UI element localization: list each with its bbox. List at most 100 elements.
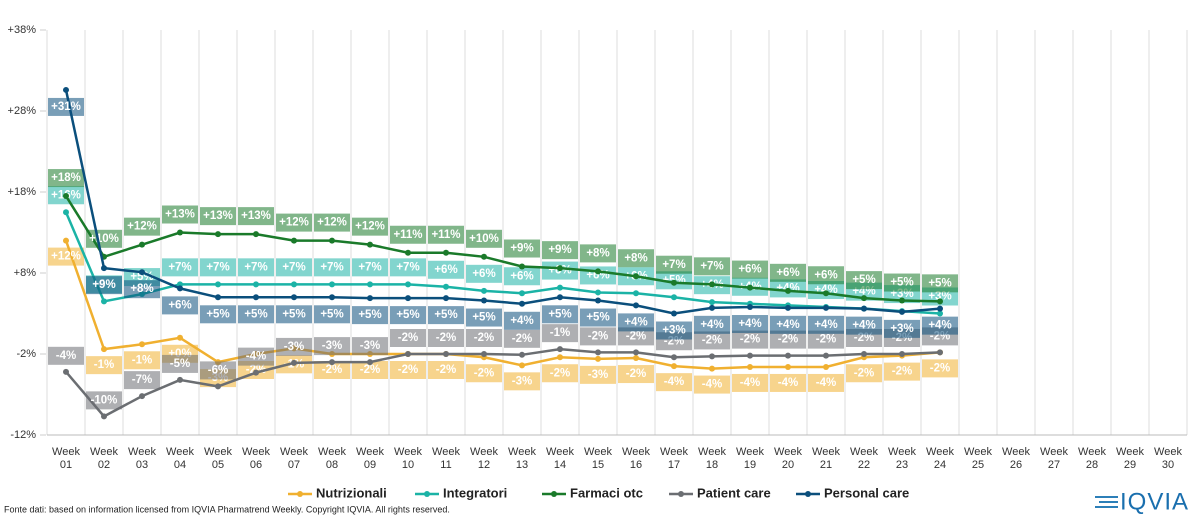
x-tick-label: Week 14 <box>546 446 574 471</box>
point <box>405 295 411 302</box>
data-label: -4% <box>778 377 798 389</box>
label-box <box>466 329 502 347</box>
data-label: +4% <box>700 319 723 331</box>
label-box <box>656 321 692 340</box>
x-tick-label: Week 22 <box>850 446 878 471</box>
data-label: +3% <box>890 323 913 335</box>
data-label: -1% <box>550 327 570 339</box>
label-box <box>846 316 882 335</box>
data-label: +7% <box>358 261 381 273</box>
label-box <box>238 207 274 226</box>
point <box>291 294 297 301</box>
data-label: +13% <box>165 209 195 221</box>
point <box>63 209 69 216</box>
label-box <box>580 327 616 346</box>
data-label: +7% <box>282 261 305 273</box>
data-label: +5% <box>548 308 571 320</box>
data-label: +7% <box>168 261 191 273</box>
point <box>63 368 69 375</box>
point <box>709 304 715 311</box>
point <box>215 281 221 288</box>
data-label: +7% <box>396 261 419 273</box>
x-tick-label: Week 18 <box>698 446 726 471</box>
data-label: +9% <box>548 244 571 256</box>
point <box>215 383 221 390</box>
point <box>329 359 335 366</box>
data-label: -2% <box>854 367 874 379</box>
point <box>367 359 373 366</box>
data-label: -2% <box>436 332 456 344</box>
label-box <box>846 271 882 290</box>
label-box <box>884 319 920 338</box>
x-tick-label: Week 01 <box>52 446 80 471</box>
point <box>139 269 145 276</box>
x-tick-label: Week 09 <box>356 446 384 471</box>
data-label: -2% <box>398 332 418 344</box>
point <box>823 352 829 359</box>
legend-swatch <box>678 491 684 497</box>
data-label: -4% <box>816 377 836 389</box>
label-box <box>580 244 616 263</box>
point <box>633 349 639 356</box>
data-label: -2% <box>626 330 646 342</box>
label-box <box>542 241 578 260</box>
data-label: -2% <box>398 364 418 376</box>
point <box>633 273 639 280</box>
x-tick-label: Week 30 <box>1154 446 1182 471</box>
data-label: -4% <box>56 350 76 362</box>
label-box <box>770 315 806 334</box>
point <box>557 346 563 353</box>
point <box>215 231 221 238</box>
point <box>443 351 449 357</box>
label-box <box>238 305 274 324</box>
label-box <box>770 373 806 392</box>
point <box>101 413 107 420</box>
label-box <box>922 316 958 335</box>
label-box <box>200 258 236 277</box>
point <box>937 349 943 356</box>
point <box>101 298 107 305</box>
data-label: +4% <box>510 315 533 327</box>
data-label: -7% <box>132 374 152 386</box>
point <box>253 281 259 288</box>
label-box <box>732 260 768 279</box>
point <box>519 290 525 297</box>
point <box>405 249 411 256</box>
label-box <box>504 239 540 258</box>
data-label: +4% <box>852 320 875 332</box>
label-box <box>314 305 350 324</box>
label-box <box>352 258 388 277</box>
label-box <box>428 361 464 379</box>
data-label: -3% <box>284 341 304 353</box>
data-label: +6% <box>776 267 799 279</box>
point <box>291 359 297 366</box>
data-label: +6% <box>168 299 191 311</box>
x-tick-label: Week 12 <box>470 446 498 471</box>
data-label: +4% <box>738 318 761 330</box>
point <box>557 265 563 272</box>
data-label: +7% <box>662 259 685 271</box>
label-box <box>428 329 464 347</box>
data-label: +3% <box>928 291 951 303</box>
label-box <box>124 351 160 370</box>
label-box <box>770 330 806 349</box>
point <box>177 334 183 341</box>
data-label: -3% <box>360 340 380 352</box>
label-box <box>922 359 958 378</box>
x-tick-label: Week 05 <box>204 446 232 471</box>
point <box>481 297 487 304</box>
y-tick-label: +18% <box>8 186 37 198</box>
data-label: +4% <box>814 319 837 331</box>
label-box <box>162 296 198 315</box>
label-box <box>504 267 540 286</box>
point <box>747 352 753 359</box>
label-box <box>694 375 730 394</box>
data-label: +12% <box>317 217 347 229</box>
label-box <box>390 361 426 379</box>
point <box>63 237 69 244</box>
data-label: +11% <box>431 229 460 241</box>
x-tick-label: Week 27 <box>1040 446 1068 471</box>
x-tick-label: Week 10 <box>394 446 422 471</box>
x-tick-label: Week 06 <box>242 446 270 471</box>
